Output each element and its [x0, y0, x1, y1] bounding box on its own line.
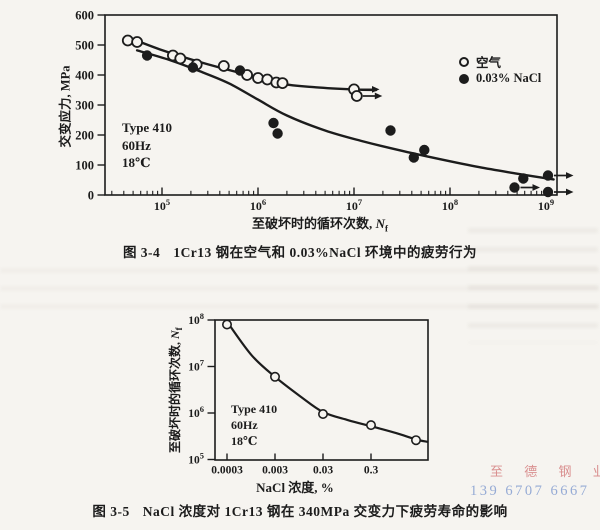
condition-temperature: 18℃ [231, 434, 258, 448]
fig3-4-y-tick-label: 400 [75, 69, 94, 83]
fig3-4-y-tick-label: 100 [75, 159, 94, 173]
fig3-4-y-tick-label: 500 [75, 39, 94, 53]
fig3-5-y-tick-label: 107 [188, 358, 205, 374]
condition-material: Type 410 [122, 120, 172, 135]
fig3-4-y-tick-label: 600 [75, 9, 94, 23]
fig3-4-y-axis-label: 交变应力, MPa [55, 42, 74, 172]
fig3-4-caption-number: 图 3-4 [122, 245, 161, 260]
legend-item-nacl: 0.03% NaCl [459, 70, 541, 87]
fig3-5-y-tick-label: 105 [188, 451, 204, 467]
fig3-4-x-tick-label: 105 [154, 197, 170, 213]
air-data-point [252, 72, 264, 84]
fig3-4-legend: 空气 0.03% NaCl [459, 53, 541, 87]
fig3-5-y-tick-label: 108 [188, 311, 204, 327]
fig3-5-y-axis-label: 至破坏时的循环次数, Nf [166, 310, 184, 470]
nacl-data-point [385, 125, 396, 136]
fig3-4-y-tick-label: 300 [75, 99, 94, 113]
air-data-point [276, 77, 289, 89]
nacl-data-point [408, 152, 419, 163]
fig3-4-x-tick-label: 106 [250, 197, 266, 213]
fig3-4-caption-text: 1Cr13 钢在空气和 0.03%NaCl 环境中的疲劳行为 [173, 245, 478, 260]
fig3-5-x-tick-label: 0.003 [262, 465, 288, 477]
fig3-5-x-tick-label: 0.0003 [211, 465, 243, 477]
air-runout-arrowhead [374, 92, 383, 100]
nacl-life-curve [227, 323, 429, 443]
watermark: 至 德 钢 业 139 6707 6667 [470, 461, 600, 500]
watermark-company: 至 德 钢 业 [490, 464, 600, 479]
fig3-5-test-conditions: Type 410 60Hz 18℃ [231, 401, 277, 449]
nacl-life-data-point [317, 408, 328, 419]
air-data-point [174, 52, 187, 65]
legend-label-air: 空气 [476, 56, 502, 70]
fig3-4-y-tick-label: 200 [75, 129, 94, 143]
air-data-point [217, 60, 230, 72]
nacl-data-point [268, 117, 279, 129]
x-axis-label-text: NaCl 浓度, % [256, 480, 334, 495]
nacl-runout-arrowhead [566, 188, 574, 196]
fig3-4-x-axis-label: 至破坏时的循环次数, Nf [170, 213, 470, 234]
nacl-life-data-point [365, 420, 376, 431]
nacl-runout-arrowhead [532, 184, 540, 191]
fig3-5-plot-frame [214, 319, 429, 461]
fig3-4-y-tick-label: 0 [88, 189, 94, 203]
nacl-life-data-point [269, 371, 280, 382]
nacl-life-data-point [410, 435, 421, 446]
fig3-4-caption: 图 3-4 1Cr13 钢在空气和 0.03%NaCl 环境中的疲劳行为 [0, 241, 600, 261]
fig3-5-x-tick-label: 0.3 [364, 465, 379, 477]
fig3-5-x-axis-label: NaCl 浓度, % [195, 477, 395, 496]
y-axis-label-text: 至破坏时的循环次数, [167, 339, 182, 454]
fig3-4-x-tick-label: 108 [442, 197, 458, 213]
nacl-curve [135, 49, 555, 181]
condition-frequency: 60Hz [231, 418, 258, 432]
condition-temperature: 18℃ [122, 155, 151, 170]
nacl-data-point [542, 170, 554, 181]
nacl-data-point [518, 173, 529, 184]
nacl-data-point [419, 144, 430, 156]
fig3-5-caption-number: 图 3-5 [92, 504, 130, 519]
nacl-data-point [272, 128, 283, 139]
y-axis-label-text: 交变应力, MPa [58, 65, 73, 148]
fig3-4-x-tick-label: 107 [346, 197, 363, 213]
air-curve [127, 36, 378, 92]
nacl-data-point [542, 186, 554, 198]
nacl-data-point [187, 62, 199, 73]
nacl-runout-arrowhead [566, 172, 574, 179]
legend-label-nacl: 0.03% NaCl [476, 71, 542, 85]
fig3-5-x-tick-label: 0.03 [313, 465, 333, 477]
condition-material: Type 410 [231, 402, 278, 416]
cycles-symbol: N [375, 216, 385, 231]
nacl-data-point [509, 182, 520, 193]
cycles-symbol: N [167, 330, 182, 340]
open-circle-marker-icon [459, 56, 469, 67]
nacl-life-data-point [222, 319, 233, 330]
cycles-symbol-subscript: f [384, 223, 388, 234]
fig3-4-x-tick-label: 109 [538, 197, 554, 213]
watermark-phone: 139 6707 6667 [470, 483, 590, 499]
filled-circle-marker-icon [459, 73, 469, 84]
x-axis-label-text: 至破坏时的循环次数, [252, 216, 376, 231]
fig3-5-y-tick-label: 106 [188, 404, 204, 420]
air-data-point [350, 90, 363, 102]
fig3-4-test-conditions: Type 410 60Hz 18℃ [122, 119, 172, 172]
air-runout-arrowhead [372, 86, 380, 93]
legend-item-air: 空气 [459, 53, 541, 70]
fig3-5-caption-text: NaCl 浓度对 1Cr13 钢在 340MPa 交变力下疲劳寿命的影响 [142, 504, 508, 519]
fig3-5-caption: 图 3-5 NaCl 浓度对 1Cr13 钢在 340MPa 交变力下疲劳寿命的影… [0, 500, 600, 520]
nacl-data-point [234, 65, 246, 76]
air-data-point [131, 36, 144, 48]
nacl-data-point [141, 50, 153, 61]
air-data-point [121, 34, 134, 47]
cycles-symbol-subscript: f [174, 327, 185, 331]
condition-frequency: 60Hz [122, 137, 151, 153]
